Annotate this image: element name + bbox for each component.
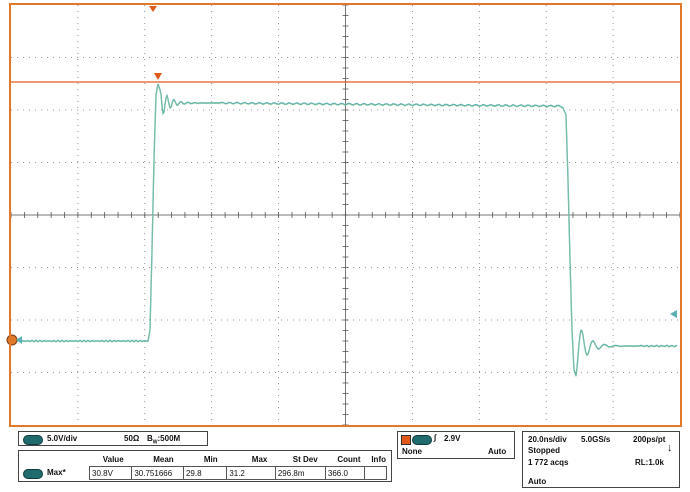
vertical-settings-panel[interactable]: 5.0V/div 50Ω BW:500M <box>18 431 208 446</box>
impedance: 50Ω <box>124 434 140 443</box>
trigger-level: 2.9V <box>444 434 461 443</box>
header-mean: Mean <box>153 454 174 464</box>
trigger-panel[interactable]: ∫ 2.9V None Auto <box>397 431 515 459</box>
header-stdev: St Dev <box>292 454 318 464</box>
value-min: 29.8 <box>182 466 228 480</box>
trigger-position-icon[interactable] <box>149 6 157 12</box>
cursor-marker-icon[interactable] <box>154 73 162 80</box>
trigger-mode: Auto <box>488 447 507 456</box>
trigger-level-icon[interactable] <box>670 310 677 318</box>
value-mean: 30.751666 <box>131 466 184 480</box>
acquisition-panel[interactable]: 20.0ns/div 5.0GS/s 200ps/pt Stopped ↓ 1 … <box>522 431 680 488</box>
trigger-source-icon <box>412 435 432 445</box>
points-per-sample: 200ps/pt <box>633 435 666 444</box>
value-info <box>363 466 388 480</box>
bandwidth-limit: BW:500M <box>147 434 181 446</box>
header-max: Max <box>251 454 268 464</box>
acquisition-state: Stopped <box>528 446 560 455</box>
header-count: Count <box>337 454 361 464</box>
plot-frame <box>9 3 682 427</box>
value-count: 366.0 <box>324 466 365 480</box>
run-stop-icon[interactable]: ↓ <box>667 442 673 454</box>
trigger-slope-icon: ∫ <box>434 433 437 442</box>
measurement-header-row: Value Mean Min Max St Dev Count Info <box>83 453 388 465</box>
trigger-coupling: None <box>402 447 422 456</box>
value-value: 30.8V <box>88 466 133 480</box>
timebase: 20.0ns/div <box>528 435 567 444</box>
trigger-type-icon <box>401 435 411 445</box>
measurement-name: Max* <box>47 468 66 477</box>
measurement-channel-icon <box>23 469 43 479</box>
channel-marker-icon[interactable] <box>16 336 22 344</box>
waveform-trace-overlay <box>13 84 678 377</box>
vertical-scale: 5.0V/div <box>47 434 78 443</box>
header-info: Info <box>371 454 386 464</box>
acquisition-mode: Auto <box>528 477 547 486</box>
record-length: RL:1.0k <box>635 458 664 467</box>
channel-icon <box>23 435 43 445</box>
sample-rate: 5.0GS/s <box>581 435 611 444</box>
waveform-trace <box>13 83 678 377</box>
header-value: Value <box>102 454 124 464</box>
measurement-values-row: 30.8V 30.751666 29.8 31.2 296.8m 366.0 <box>88 466 388 480</box>
acquisition-count: 1 772 acqs <box>528 458 569 467</box>
header-min: Min <box>203 454 218 464</box>
measurement-panel[interactable]: Value Mean Min Max St Dev Count Info Max… <box>18 450 392 482</box>
value-stdev: 296.8m <box>274 466 326 480</box>
value-max: 31.2 <box>226 466 276 480</box>
